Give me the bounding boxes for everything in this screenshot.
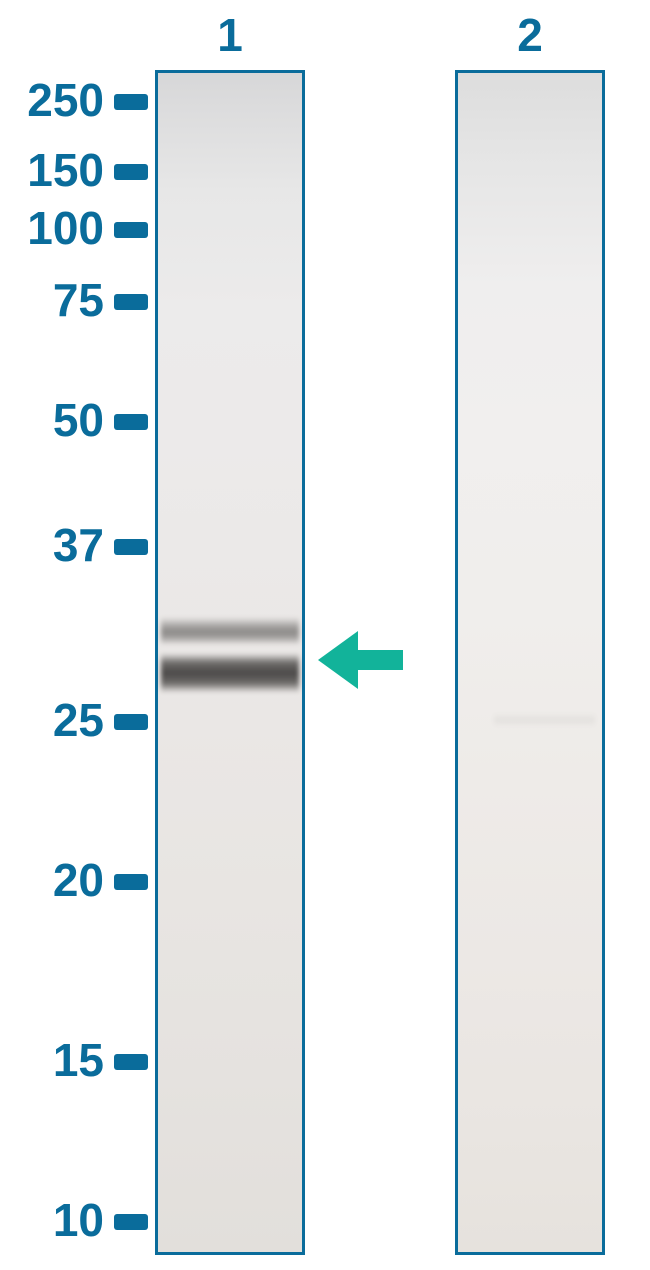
- mw-marker-value: 250: [27, 74, 104, 126]
- mw-marker: 37: [53, 522, 148, 568]
- mw-marker-value: 150: [27, 144, 104, 196]
- mw-marker: 50: [53, 397, 148, 443]
- protein-band: [161, 617, 299, 645]
- mw-marker-value: 15: [53, 1034, 104, 1086]
- mw-marker-dash-icon: [114, 874, 148, 890]
- mw-marker-value: 100: [27, 202, 104, 254]
- lane-2: [455, 70, 605, 1255]
- mw-marker: 15: [53, 1037, 148, 1083]
- mw-marker-dash-icon: [114, 1214, 148, 1230]
- mw-marker-value: 20: [53, 854, 104, 906]
- mw-marker: 150: [27, 147, 148, 193]
- arrow-stem-icon: [358, 650, 403, 670]
- mw-marker-dash-icon: [114, 294, 148, 310]
- protein-band: [494, 713, 595, 727]
- mw-marker-dash-icon: [114, 222, 148, 238]
- mw-marker: 250: [27, 77, 148, 123]
- mw-marker: 25: [53, 697, 148, 743]
- protein-band: [161, 653, 299, 693]
- arrow-head-icon: [318, 631, 358, 689]
- mw-marker-value: 75: [53, 274, 104, 326]
- mw-marker-dash-icon: [114, 1054, 148, 1070]
- mw-marker-value: 37: [53, 519, 104, 571]
- lane-label: 1: [155, 8, 305, 62]
- mw-marker-dash-icon: [114, 714, 148, 730]
- mw-marker: 10: [53, 1197, 148, 1243]
- mw-marker-dash-icon: [114, 94, 148, 110]
- blot-figure: 1 2 250 150 100 75 50 37 25 20 15 10: [0, 0, 650, 1270]
- mw-marker-dash-icon: [114, 539, 148, 555]
- mw-marker: 75: [53, 277, 148, 323]
- mw-marker-value: 50: [53, 394, 104, 446]
- indicator-arrow-icon: [318, 631, 403, 689]
- lane-1: [155, 70, 305, 1255]
- mw-marker-value: 10: [53, 1194, 104, 1246]
- mw-marker: 100: [27, 205, 148, 251]
- mw-marker-value: 25: [53, 694, 104, 746]
- mw-marker-dash-icon: [114, 414, 148, 430]
- mw-marker: 20: [53, 857, 148, 903]
- lane-label: 2: [455, 8, 605, 62]
- mw-marker-dash-icon: [114, 164, 148, 180]
